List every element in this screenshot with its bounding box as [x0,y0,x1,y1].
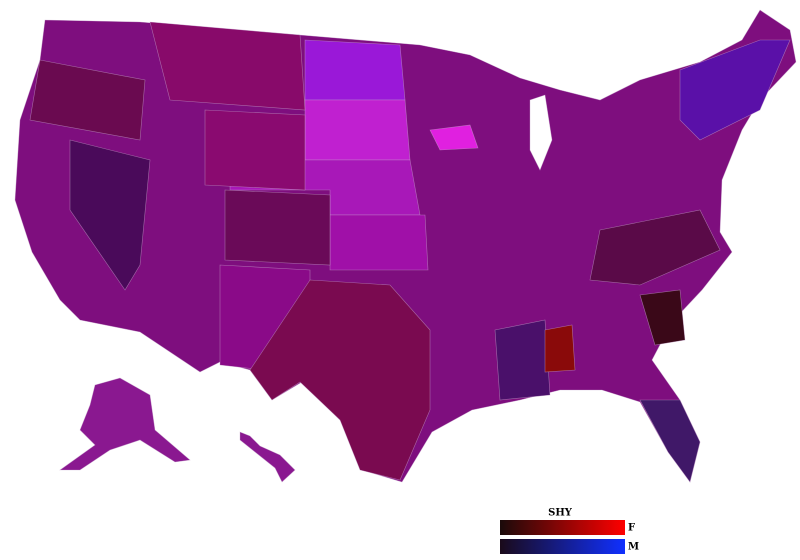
region-new-england [679,39,791,141]
legend-gradient [500,520,625,535]
region-wyoming [204,109,306,191]
lake-michigan [529,94,553,171]
alaska [59,377,191,471]
legend-label: M [628,542,639,553]
legend-title: SHY [548,508,573,519]
region-carolina [639,289,686,346]
region-north-dakota [304,39,406,101]
region-alabama [544,324,576,373]
hawaii [239,431,296,483]
region-kansas [329,214,429,271]
region-mississippi-valley [494,319,551,401]
region-wisconsin-area [429,124,479,151]
region-florida [639,399,701,483]
region-south-dakota [304,99,411,161]
region-nevada [69,139,151,291]
us-map [14,9,797,483]
region-colorado [224,189,331,266]
legend-label: F [628,523,635,534]
legend-gradient [500,539,625,554]
region-texas [249,279,431,481]
legend: SHY F M [500,508,639,554]
region-montana [149,21,306,111]
region-appalachia [589,209,721,286]
region-oregon [29,59,146,141]
